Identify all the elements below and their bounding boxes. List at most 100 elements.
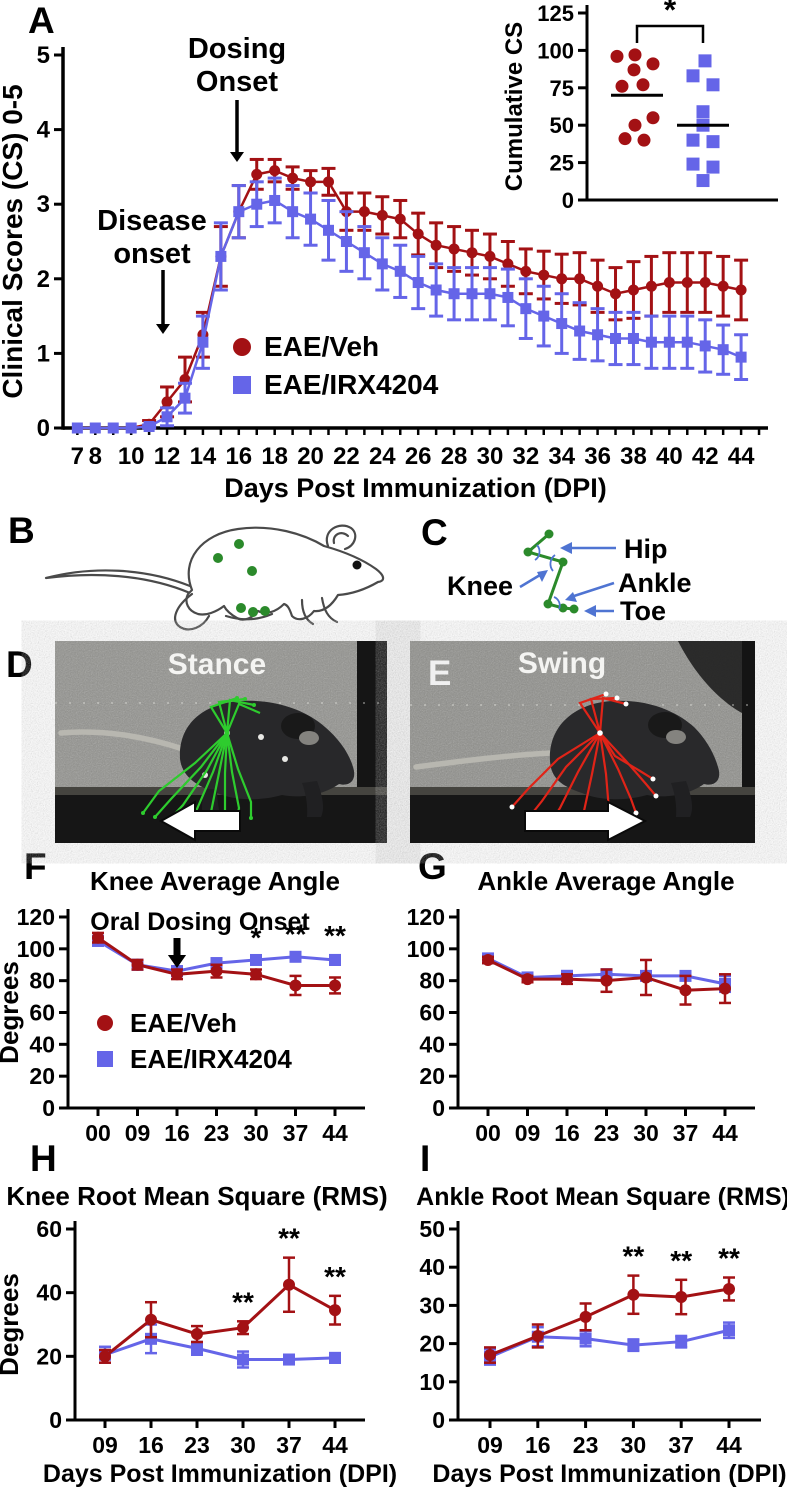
y-tick-label: 30	[419, 1292, 445, 1318]
mouse-ear-inner	[332, 532, 350, 545]
knee-label: Knee	[447, 571, 513, 601]
y-tick-label: 4	[37, 117, 51, 144]
y-tick-label: 60	[36, 1216, 62, 1242]
x-tick-label: 30	[243, 1120, 269, 1146]
ankle-arrow-icon	[565, 592, 577, 602]
joint-angle-diagram: Hip Knee Ankle Toe	[447, 529, 692, 626]
data-point	[107, 422, 119, 434]
data-point	[723, 1282, 735, 1295]
series-line	[104, 1282, 336, 1358]
toe-label: Toe	[620, 596, 666, 626]
data-point	[627, 1288, 640, 1301]
y-tick-label: 40	[419, 1254, 445, 1280]
panel-label-b: B	[8, 510, 35, 551]
data-point	[145, 1332, 157, 1345]
mouse-outline	[44, 524, 385, 631]
y-axis-label: Degrees	[0, 961, 24, 1064]
x-tick-label: 44	[322, 1432, 348, 1458]
y-tick-label: 75	[550, 76, 574, 101]
data-point	[592, 329, 604, 341]
data-point	[735, 284, 747, 296]
data-point	[412, 228, 424, 240]
joint-marker-dots	[213, 539, 270, 617]
x-tick-label: 22	[333, 443, 360, 470]
x-tick-label: 23	[594, 1120, 620, 1146]
data-point	[191, 1342, 203, 1355]
y-tick-label: 20	[29, 1063, 55, 1089]
legend-marker-icon	[97, 1015, 113, 1031]
x-tick-label: 10	[118, 443, 145, 470]
x-tick-label: 44	[728, 443, 755, 470]
hip-arrow-icon	[560, 542, 572, 554]
y-axis-label: Clinical Scores (CS) 0-5	[0, 84, 28, 398]
data-point	[448, 243, 460, 255]
y-tick-label: 80	[29, 968, 55, 994]
significance-marker: **	[623, 1241, 645, 1272]
data-point	[448, 288, 460, 300]
panel-label-g: G	[418, 846, 447, 887]
data-point	[698, 54, 712, 68]
axes: 0 20 40 60 Degrees Knee Root Mean Square (RMS…	[0, 1181, 397, 1487]
data-point	[663, 336, 675, 348]
data-point	[538, 310, 550, 322]
data-point	[237, 1353, 249, 1366]
x-tick-label: 28	[441, 443, 468, 470]
x-tick-label: 00	[85, 1120, 111, 1146]
x-tick-label: 37	[276, 1432, 302, 1458]
x-tick-label: 12	[154, 443, 181, 470]
x-tick-label: 23	[204, 1120, 230, 1146]
x-axis-label: Days Post Immunization (DPI)	[224, 473, 607, 503]
data-point	[663, 277, 675, 289]
axes: 0 25 50 75 100 125 Cumulative CS	[501, 1, 778, 213]
annotation-text: onset	[113, 238, 191, 270]
data-point	[394, 265, 406, 277]
data-point	[681, 336, 693, 348]
x-tick-label: 36	[584, 443, 611, 470]
y-tick-label: 20	[36, 1343, 62, 1369]
x-tick-label: 44	[712, 1120, 738, 1146]
data-point	[161, 411, 173, 423]
y-tick-label: 3	[37, 191, 50, 218]
data-point	[717, 344, 729, 356]
data-point	[329, 1351, 341, 1364]
x-tick-label: 00	[475, 1120, 501, 1146]
panel-label-e: E	[428, 654, 451, 693]
y-tick-label: 50	[550, 113, 574, 138]
data-point	[735, 351, 747, 363]
data-point	[610, 288, 622, 300]
significance-marker: *	[664, 0, 677, 28]
data-point	[251, 198, 263, 210]
panel-label-h: H	[30, 1138, 57, 1179]
series-line	[489, 1287, 730, 1357]
annotation-arrowhead-icon	[156, 324, 170, 334]
x-axis-label: Days Post Immunization (DPI)	[432, 1460, 786, 1487]
data-point	[283, 1353, 295, 1366]
data-point	[706, 78, 720, 92]
right-direction-arrow-icon	[524, 800, 648, 842]
significance-marker: *	[251, 922, 262, 953]
stance-photo: Stance	[55, 641, 387, 843]
y-tick-label: 10	[419, 1369, 445, 1395]
data-point	[521, 973, 534, 986]
data-point	[627, 284, 639, 296]
y-tick-label: 0	[37, 415, 50, 442]
data-point	[215, 250, 227, 262]
significance-marker: **	[324, 920, 346, 951]
mouse-front-leg	[320, 596, 339, 624]
y-axis-label: Cumulative CS	[501, 22, 528, 191]
data-point	[675, 1290, 688, 1303]
mouse-tail	[413, 750, 555, 770]
significance-marker: **	[285, 919, 307, 950]
data-point	[699, 277, 711, 289]
x-tick-label: 37	[673, 1120, 699, 1146]
data-point	[394, 213, 406, 225]
panel-label-f: F	[24, 846, 47, 887]
data-point	[71, 422, 83, 434]
data-point	[556, 273, 568, 285]
data-point	[145, 1313, 157, 1326]
knee-rms-chart: 0 20 40 60 Degrees Knee Root Mean Square (RMS…	[0, 1181, 397, 1487]
data-point	[628, 48, 642, 62]
data-point	[250, 968, 262, 981]
y-tick-label: 120	[407, 904, 445, 930]
